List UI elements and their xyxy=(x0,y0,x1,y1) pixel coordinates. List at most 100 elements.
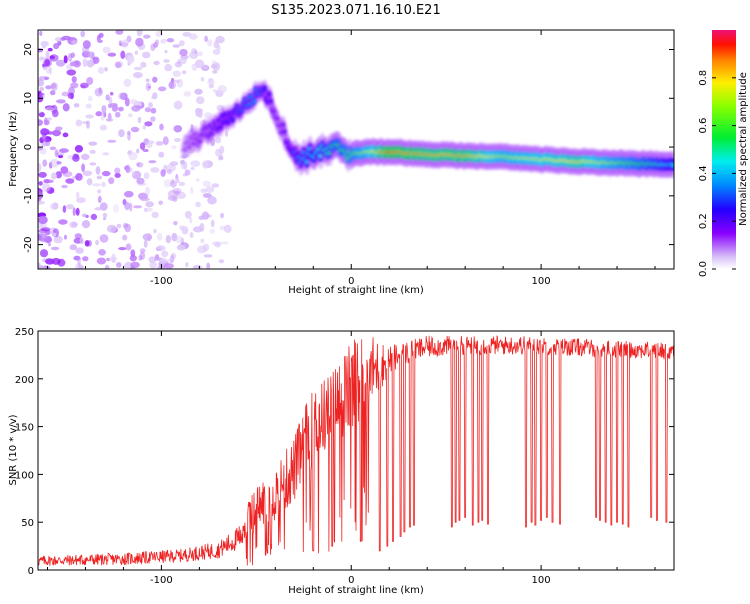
noise-speck xyxy=(138,255,143,261)
y-tick-label: 150 xyxy=(15,423,34,434)
noise-speck xyxy=(136,30,143,37)
y-tick-label: 100 xyxy=(15,470,34,481)
noise-speck xyxy=(170,254,175,264)
noise-speck xyxy=(54,37,63,42)
noise-speck xyxy=(163,263,174,269)
noise-speck xyxy=(204,35,209,43)
noise-speck xyxy=(45,258,55,265)
noise-speck xyxy=(102,212,108,218)
noise-speck xyxy=(66,69,77,76)
noise-speck xyxy=(209,228,216,234)
noise-speck xyxy=(99,202,108,211)
noise-speck xyxy=(65,178,75,184)
noise-speck xyxy=(118,92,126,100)
noise-speck xyxy=(107,52,117,57)
noise-speck xyxy=(142,51,151,59)
noise-speck xyxy=(61,35,72,41)
noise-speck xyxy=(72,207,76,217)
y-tick-label: 10 xyxy=(23,92,34,105)
noise-speck xyxy=(75,191,80,199)
noise-speck xyxy=(53,43,60,50)
noise-speck xyxy=(166,169,173,175)
signal-ridge xyxy=(180,79,674,179)
y-tick-label: 50 xyxy=(21,518,34,529)
noise-speck xyxy=(115,62,122,69)
y-tick-label: -10 xyxy=(23,188,34,204)
noise-speck xyxy=(136,162,144,168)
noise-speck xyxy=(145,78,150,83)
noise-speck xyxy=(110,91,114,96)
noise-speck xyxy=(140,197,150,202)
noise-speck xyxy=(195,201,202,208)
noise-speck xyxy=(58,154,64,159)
colorbar: 0.0 0.2 0.4 0.6 0.8 Normalized spectral ampl… xyxy=(698,30,749,277)
noise-speck xyxy=(190,160,201,168)
noise-speck xyxy=(154,254,160,260)
noise-speck xyxy=(74,145,83,153)
noise-speck xyxy=(97,189,102,194)
noise-speck xyxy=(118,129,125,138)
noise-speck xyxy=(52,129,62,137)
noise-speck xyxy=(75,247,84,254)
noise-speck xyxy=(160,38,167,44)
noise-speck xyxy=(185,262,189,268)
noise-speck xyxy=(172,70,181,77)
noise-speck xyxy=(143,239,148,248)
noise-speck xyxy=(191,48,197,55)
noise-speck xyxy=(175,178,180,184)
ridge-core xyxy=(262,86,268,91)
noise-speck xyxy=(45,50,50,60)
noise-speck xyxy=(129,202,133,212)
noise-speck xyxy=(64,234,67,240)
noise-speck xyxy=(43,179,54,184)
noise-speck xyxy=(49,55,55,60)
noise-speck xyxy=(133,66,143,71)
x-tick-label: -100 xyxy=(150,276,173,287)
snr-frame xyxy=(37,330,675,571)
noise-speck xyxy=(96,175,103,180)
noise-speck xyxy=(45,106,55,112)
noise-speck xyxy=(190,167,195,170)
noise-speck xyxy=(99,234,109,243)
noise-speck xyxy=(156,232,163,241)
noise-speck xyxy=(50,158,60,168)
noise-speck xyxy=(125,164,131,174)
noise-speck xyxy=(189,232,194,238)
noise-speck xyxy=(38,110,43,114)
noise-speck xyxy=(217,85,227,94)
noise-speck xyxy=(102,152,110,156)
snr-ylabel: SNR (10 * v/v) xyxy=(8,414,19,485)
noise-speck xyxy=(183,91,191,97)
noise-speck xyxy=(81,220,91,229)
noise-speck xyxy=(144,107,151,113)
noise-speck xyxy=(155,141,164,146)
noise-speck xyxy=(106,224,117,233)
noise-speck xyxy=(159,123,164,131)
noise-speck xyxy=(168,81,177,89)
noise-speck xyxy=(134,128,138,132)
noise-speck xyxy=(174,138,181,142)
noise-speck xyxy=(99,124,107,131)
noise-speck xyxy=(125,167,133,173)
noise-speck xyxy=(50,203,58,210)
noise-speck xyxy=(81,153,90,160)
noise-speck xyxy=(124,223,131,233)
noise-speck xyxy=(127,55,135,64)
noise-speck xyxy=(71,40,78,45)
noise-speck xyxy=(113,204,120,213)
noise-speck xyxy=(38,119,44,126)
noise-speck xyxy=(104,264,110,269)
noise-speck xyxy=(213,40,220,49)
noise-speck xyxy=(158,200,163,206)
noise-speck xyxy=(173,221,178,226)
noise-speck xyxy=(163,59,170,63)
noise-speck xyxy=(150,116,156,122)
noise-speck xyxy=(174,61,183,68)
noise-speck xyxy=(89,162,97,166)
noise-speck xyxy=(40,227,51,232)
noise-speck xyxy=(40,40,49,47)
y-tick-label: 0 xyxy=(23,144,34,150)
noise-speck xyxy=(162,136,169,146)
noise-speck xyxy=(143,34,151,39)
